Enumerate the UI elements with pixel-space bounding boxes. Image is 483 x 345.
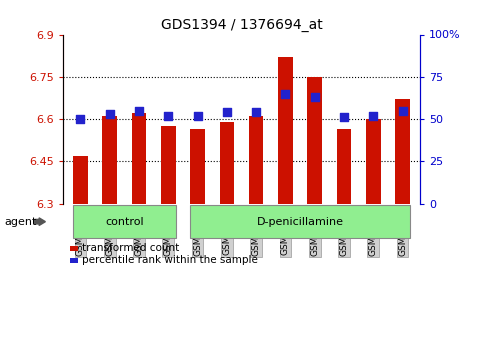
Bar <box>395 99 410 204</box>
Bar <box>307 77 322 204</box>
Bar <box>102 116 117 204</box>
Bar <box>132 114 146 204</box>
Point <box>252 109 260 115</box>
Bar <box>366 119 381 204</box>
Bar <box>161 126 176 204</box>
Bar <box>249 116 263 204</box>
Point <box>106 111 114 117</box>
Bar <box>220 122 234 204</box>
Point <box>282 91 289 97</box>
Point <box>311 94 319 100</box>
Text: agent: agent <box>5 217 37 227</box>
Point <box>135 108 143 114</box>
Text: transformed count: transformed count <box>82 244 179 253</box>
Point <box>194 113 201 118</box>
Bar <box>337 129 351 204</box>
Text: percentile rank within the sample: percentile rank within the sample <box>82 256 258 265</box>
Point <box>340 115 348 120</box>
Text: control: control <box>105 217 143 227</box>
Point <box>76 116 84 122</box>
Bar <box>190 129 205 204</box>
Text: D-penicillamine: D-penicillamine <box>256 217 343 227</box>
Title: GDS1394 / 1376694_at: GDS1394 / 1376694_at <box>161 18 322 32</box>
Point <box>369 113 377 118</box>
Point <box>399 108 407 114</box>
Point <box>164 113 172 118</box>
Bar <box>73 156 88 204</box>
Point <box>223 109 231 115</box>
Bar <box>278 57 293 204</box>
